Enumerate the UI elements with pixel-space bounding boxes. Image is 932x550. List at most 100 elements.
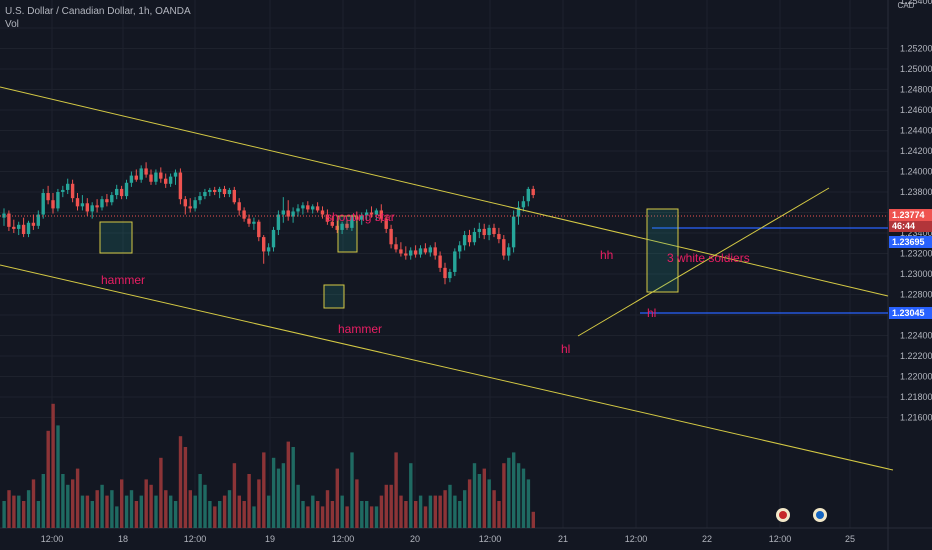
x-axis-tick-label: 22 bbox=[702, 534, 712, 544]
y-axis-tick-label: 1.22800 bbox=[900, 290, 932, 300]
annotation-hammer-2: hammer bbox=[338, 322, 382, 336]
candle-body bbox=[110, 195, 114, 203]
candle-body bbox=[164, 178, 168, 184]
volume-bar bbox=[213, 506, 217, 528]
volume-bar bbox=[85, 495, 90, 528]
candle-body bbox=[364, 212, 369, 216]
volume-bar bbox=[414, 501, 418, 528]
annotation-three-white-soldiers: 3 white soldiers bbox=[667, 251, 750, 265]
x-axis-tick-label: 18 bbox=[118, 534, 128, 544]
candle-body bbox=[374, 210, 379, 215]
candle-body bbox=[521, 201, 526, 208]
volume-bar bbox=[345, 506, 349, 528]
candle-body bbox=[301, 205, 305, 209]
volume-bar bbox=[374, 506, 379, 528]
candle-body bbox=[526, 188, 530, 202]
candle-body bbox=[511, 216, 516, 248]
candle-body bbox=[369, 212, 374, 215]
pattern-box-three-white-soldiers[interactable] bbox=[646, 208, 679, 293]
candle-body bbox=[262, 237, 266, 252]
volume-bar bbox=[340, 495, 344, 528]
rising-trendline[interactable] bbox=[577, 187, 830, 337]
candle-body bbox=[384, 218, 388, 229]
candle-body bbox=[41, 193, 45, 215]
symbol-title: U.S. Dollar / Canadian Dollar, 1h, OANDA bbox=[5, 6, 191, 17]
volume-bar bbox=[66, 484, 70, 528]
volume-bar bbox=[531, 511, 535, 528]
volume-bar bbox=[164, 490, 168, 528]
volume-bar bbox=[46, 430, 50, 528]
candle-body bbox=[458, 245, 462, 252]
candle-body bbox=[70, 183, 75, 199]
volume-bar bbox=[144, 479, 148, 528]
level-label-upper: 1.23695 bbox=[892, 237, 925, 247]
x-axis-tick-label: 12:00 bbox=[41, 534, 64, 544]
volume-bar bbox=[404, 501, 408, 528]
volume-bar bbox=[75, 468, 80, 528]
candle-body bbox=[232, 189, 236, 203]
volume-bar bbox=[188, 490, 192, 528]
candle-body bbox=[360, 215, 364, 220]
pattern-box-hammer-1[interactable] bbox=[99, 221, 133, 254]
candle-body bbox=[467, 235, 472, 243]
channel-lower-trendline[interactable] bbox=[0, 264, 894, 471]
volume-bar bbox=[448, 484, 452, 528]
candle-body bbox=[531, 188, 535, 196]
volume-bar bbox=[193, 495, 197, 528]
y-axis-tick-label: 1.21600 bbox=[900, 413, 932, 423]
volume-bar bbox=[492, 490, 496, 528]
candle-body bbox=[31, 222, 36, 226]
pattern-box-hammer-2[interactable] bbox=[323, 284, 345, 309]
level-label-upper-bg bbox=[889, 236, 932, 248]
volume-bar bbox=[31, 479, 36, 528]
volume-bar bbox=[482, 468, 486, 528]
volume-bar bbox=[281, 463, 286, 528]
volume-bar bbox=[22, 501, 26, 528]
candle-body bbox=[389, 228, 393, 245]
volume-bar bbox=[267, 495, 271, 528]
volume-bar bbox=[222, 495, 227, 528]
volume-bar bbox=[428, 495, 433, 528]
volume-bar bbox=[169, 495, 173, 528]
volume-bar bbox=[149, 484, 153, 528]
candle-body bbox=[17, 224, 21, 229]
candle-body bbox=[173, 172, 178, 177]
candle-body bbox=[115, 188, 119, 196]
volume-bar bbox=[56, 425, 60, 528]
volume-bar bbox=[276, 468, 281, 528]
volume-bar bbox=[26, 490, 31, 528]
countdown-label: 46:44 bbox=[892, 221, 915, 231]
last-price-label-bg bbox=[889, 209, 932, 221]
volume-bar bbox=[237, 495, 241, 528]
volume-bar bbox=[7, 490, 11, 528]
candle-body bbox=[257, 221, 261, 238]
volume-bar bbox=[257, 479, 261, 528]
volume-bar bbox=[262, 452, 266, 528]
event-flag-center bbox=[779, 511, 787, 519]
volume-bar bbox=[105, 495, 109, 528]
pattern-box-shooting-star[interactable] bbox=[337, 215, 358, 253]
volume-indicator-label[interactable]: Vol bbox=[5, 19, 19, 30]
volume-bar bbox=[502, 463, 506, 528]
volume-bar bbox=[360, 501, 364, 528]
volume-bar bbox=[129, 490, 134, 528]
candle-body bbox=[423, 248, 428, 253]
volume-bar bbox=[379, 495, 384, 528]
x-axis-tick-label: 25 bbox=[845, 534, 855, 544]
candle-body bbox=[399, 249, 403, 254]
candle-body bbox=[438, 255, 442, 268]
candle-body bbox=[409, 250, 413, 256]
volume-bar bbox=[80, 495, 85, 528]
y-axis-tick-label: 1.24600 bbox=[900, 105, 932, 115]
volume-bar bbox=[438, 495, 442, 528]
channel-upper-trendline[interactable] bbox=[0, 86, 889, 297]
volume-bar bbox=[90, 501, 94, 528]
candle-body bbox=[345, 223, 349, 228]
volume-bar bbox=[433, 495, 437, 528]
candle-body bbox=[433, 247, 437, 256]
y-axis-tick-label: 1.23000 bbox=[900, 269, 932, 279]
x-axis-tick-label: 12:00 bbox=[479, 534, 502, 544]
candle-body bbox=[21, 224, 26, 235]
volume-bar bbox=[487, 479, 491, 528]
